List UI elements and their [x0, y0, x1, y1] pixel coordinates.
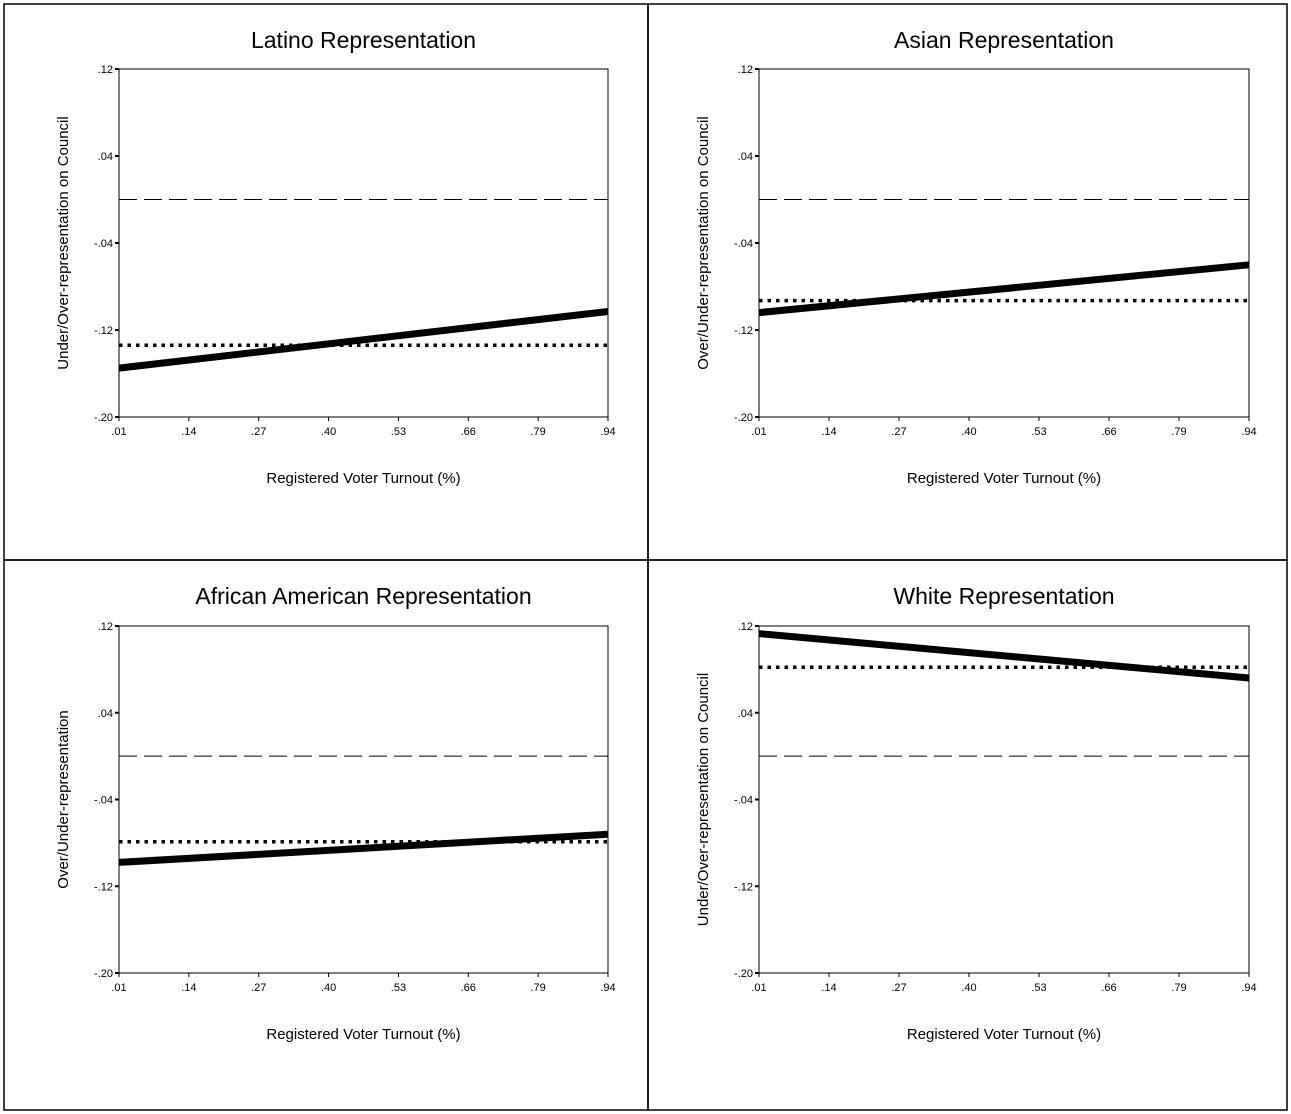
y-tick-label: -.04: [734, 238, 753, 250]
x-tick-label: .01: [751, 426, 766, 438]
series-line-thick-solid: [118, 308, 609, 372]
x-tick-label: .79: [1171, 426, 1186, 438]
y-axis-label: Over/Under-representation: [55, 710, 72, 888]
x-tick-label: .94: [600, 982, 615, 994]
x-tick-label: .66: [461, 426, 476, 438]
y-tick-label: -.12: [94, 325, 113, 337]
y-tick-label: -.12: [734, 881, 753, 893]
x-tick-label: .27: [891, 426, 906, 438]
x-axis-label: Registered Voter Turnout (%): [907, 470, 1101, 487]
x-tick-label: .40: [961, 982, 976, 994]
y-tick-label: .12: [98, 621, 113, 633]
plot-frame: [758, 625, 1250, 974]
y-tick-label: -.20: [94, 968, 113, 980]
x-tick-label: .14: [821, 982, 836, 994]
y-tick-label: -.20: [734, 968, 753, 980]
x-tick-label: .14: [821, 426, 836, 438]
x-axis-label: Registered Voter Turnout (%): [266, 1026, 460, 1043]
y-tick-label: -.20: [94, 412, 113, 424]
x-tick-label: .79: [530, 426, 545, 438]
x-tick-label: .27: [891, 982, 906, 994]
panel-border: [647, 559, 1288, 1111]
x-tick-label: .01: [111, 426, 126, 438]
chart-panel-2: Asian Representation .12 .04 -.04 -.12 -.20 .0…: [647, 3, 1288, 561]
x-tick-label: .94: [1241, 982, 1256, 994]
plot-frame: [118, 68, 609, 418]
x-axis-label: Registered Voter Turnout (%): [266, 470, 460, 487]
series-line-thick-solid: [118, 830, 609, 866]
x-tick-label: .14: [181, 982, 196, 994]
x-tick-label: .14: [181, 426, 196, 438]
plot-frame: [118, 625, 609, 974]
chart-title: Latino Representation: [251, 27, 476, 53]
x-tick-label: .40: [321, 982, 336, 994]
chart-title: African American Representation: [195, 583, 531, 609]
x-tick-label: .79: [530, 982, 545, 994]
x-tick-label: .01: [751, 982, 766, 994]
y-tick-label: .12: [738, 64, 753, 76]
x-tick-label: .94: [1241, 426, 1256, 438]
chart-panel-3: African American Representation .12 .04 -.0…: [3, 559, 649, 1111]
y-tick-label: .04: [738, 708, 753, 720]
y-tick-label: .04: [98, 151, 113, 163]
plot-frame: [758, 68, 1250, 418]
chart-title: White Representation: [893, 583, 1114, 609]
x-axis-label: Registered Voter Turnout (%): [907, 1026, 1101, 1043]
x-tick-label: .27: [251, 426, 266, 438]
x-tick-label: .40: [961, 426, 976, 438]
chart-panel-1: Latino Representation .12 .04 -.04 -.12 -.20.…: [3, 3, 649, 561]
y-tick-label: .04: [98, 708, 113, 720]
x-tick-label: .94: [600, 426, 615, 438]
series-line-thick-solid: [758, 261, 1250, 317]
x-tick-label: .53: [1031, 426, 1046, 438]
y-axis-label: Under/Over-representation on Council: [695, 673, 712, 926]
x-tick-label: .66: [1101, 982, 1116, 994]
y-axis-label: Over/Under-representation on Council: [695, 116, 712, 369]
y-axis-label: Under/Over-representation on Council: [55, 116, 72, 369]
chart-panel-4: White Representation .12 .04 -.04 -.12 -.20 .0…: [647, 559, 1288, 1111]
x-tick-label: .53: [391, 426, 406, 438]
y-tick-label: -.12: [734, 325, 753, 337]
chart-title: Asian Representation: [894, 27, 1114, 53]
x-tick-label: .40: [321, 426, 336, 438]
series-line-thick-solid: [758, 630, 1250, 682]
x-tick-label: .27: [251, 982, 266, 994]
x-tick-label: .79: [1171, 982, 1186, 994]
y-tick-label: -.04: [734, 795, 753, 807]
y-tick-label: .12: [98, 64, 113, 76]
y-tick-label: -.12: [94, 881, 113, 893]
x-tick-label: .53: [1031, 982, 1046, 994]
x-tick-label: .66: [1101, 426, 1116, 438]
y-tick-label: -.20: [734, 412, 753, 424]
y-tick-label: .12: [738, 621, 753, 633]
x-tick-label: .53: [391, 982, 406, 994]
y-tick-label: -.04: [94, 795, 113, 807]
x-tick-label: .66: [461, 982, 476, 994]
y-tick-label: -.04: [94, 238, 113, 250]
x-tick-label: .01: [111, 982, 126, 994]
y-tick-label: .04: [738, 151, 753, 163]
